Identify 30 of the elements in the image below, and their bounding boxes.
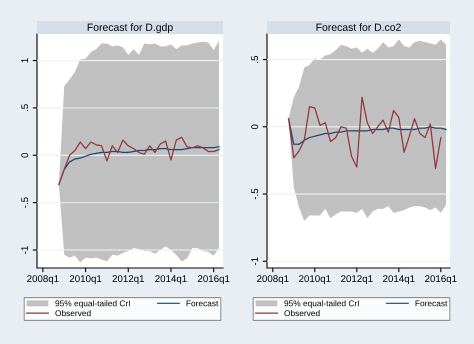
x-tick-label: 2010q1 (70, 275, 102, 284)
y-tick-label: 0 (21, 152, 28, 158)
x-tick-label: 2016q1 (198, 275, 230, 284)
x-tick-label: 2008q1 (257, 275, 289, 284)
y-tick-label: -1 (21, 246, 28, 254)
y-tick-label: -.5 (21, 197, 28, 208)
x-tick-label: 2014q1 (383, 275, 415, 284)
chart-title: Forecast for D.co2 (316, 23, 401, 31)
y-tick-label: -1 (251, 257, 258, 266)
x-tick-label: 2014q1 (155, 275, 187, 284)
legend-label: Observed (55, 310, 91, 316)
legend-label: Observed (284, 310, 320, 316)
chart-title: Forecast for D.gdp (88, 23, 173, 34)
x-tick-label: 2010q1 (299, 275, 331, 284)
line-series (288, 118, 447, 145)
text: 95% equal-tailed CrI (284, 300, 359, 308)
x-tick-label: 2008q1 (27, 275, 59, 284)
line-series (58, 136, 220, 186)
x-tick-label: 2012q1 (112, 275, 144, 284)
y-tick-label: .5 (251, 56, 258, 63)
x-tick-label: 2016q1 (425, 275, 457, 284)
line-series (288, 96, 442, 170)
y-tick-label: .5 (21, 104, 28, 112)
text: 95% equal-tailed CrI (55, 300, 130, 308)
legend-label: Forecast (186, 300, 218, 306)
legend-label: Forecast (416, 300, 448, 306)
y-tick-label: 1 (21, 58, 28, 62)
y-tick-label: 0 (251, 124, 258, 130)
y-tick-label: -.5 (251, 188, 258, 200)
x-tick-label: 2012q1 (341, 275, 373, 284)
